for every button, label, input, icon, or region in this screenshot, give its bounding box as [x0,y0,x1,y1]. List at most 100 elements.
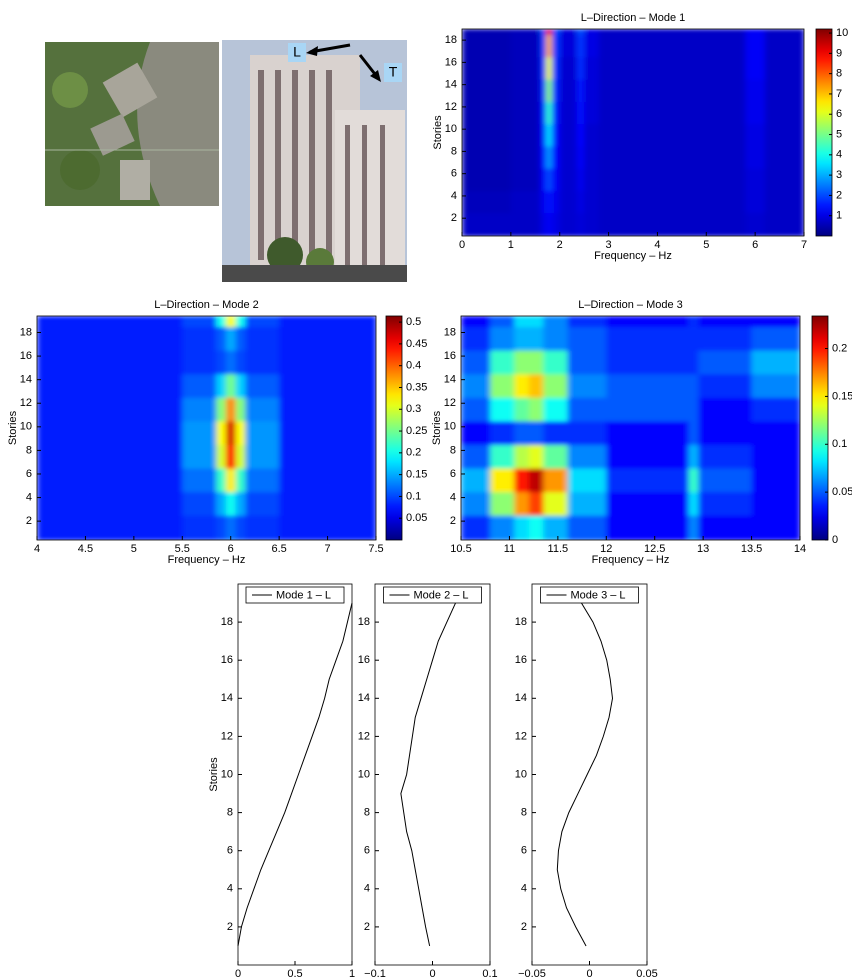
axes-box [531,583,648,966]
heat-cell [598,190,746,214]
y-tick-label: 6 [451,168,457,180]
colorbar-tick-label: 0.05 [832,486,852,498]
heat-cell [528,420,544,446]
heat-cell [559,56,578,80]
legend-label: Mode 3 – L [571,589,626,601]
x-tick-label: 13 [697,543,709,555]
y-tick-label: 12 [358,730,370,742]
heat-cell [490,350,515,375]
heat-cell [576,56,585,80]
chart-title: L–Direction – Mode 2 [154,299,259,311]
heat-cell [751,491,800,516]
x-tick-label: 2 [557,239,563,251]
x-tick-label: 0 [586,968,592,980]
axes-box [237,583,353,966]
x-tick-label: 13.5 [741,543,762,555]
heat-cell [567,326,607,351]
y-tick-label: 16 [444,350,456,362]
heat-cell [528,350,544,375]
x-axis-label: Frequency – Hz [168,554,246,566]
heat-cell [751,444,800,469]
heat-cell [225,350,237,375]
heat-cell [551,101,561,125]
heat-cell [245,444,280,469]
heat-cell [37,397,183,422]
heat-cell [490,373,515,398]
heat-cell [559,34,578,58]
heat-cell [490,444,515,469]
heat-cell [598,101,746,125]
heat-cell [745,79,766,102]
heat-cell [510,56,541,80]
heat-cell [461,468,491,493]
heat-cell [225,468,237,493]
y-tick-label: 6 [521,845,527,857]
heat-cell [462,145,512,169]
y-tick-label: 12 [444,397,456,409]
heat-cell [576,101,585,125]
heat-cell [606,444,690,469]
y-tick-label: 6 [26,468,32,480]
heat-cell [567,373,607,398]
heat-cell [546,79,553,102]
heat-cell [551,212,561,236]
x-tick-label: 0 [459,239,465,251]
heat-cell [546,190,553,214]
y-tick-label: 16 [20,350,32,362]
heat-cell [688,316,699,328]
y-tick-label: 12 [221,730,233,742]
heat-cell [182,420,217,446]
heat-cell [462,190,512,214]
y-axis-label: Stories [7,410,19,445]
series-line [556,602,614,947]
y-tick-label: 12 [20,397,32,409]
x-tick-label: 5 [703,239,709,251]
heat-cell [543,491,569,516]
heat-cell [688,397,699,422]
y-tick-label: 2 [451,212,457,224]
heat-cell [216,515,227,540]
heat-cell [598,212,746,236]
heat-cell [567,444,607,469]
heat-cell [546,29,553,36]
y-tick-label: 18 [515,616,527,628]
heat-cell [698,350,753,375]
y-tick-label: 14 [358,692,370,704]
y-tick-label: 4 [451,190,457,202]
heat-cell [559,145,578,169]
x-tick-label: 0 [235,968,241,980]
heat-cell [510,29,541,36]
heat-cell [235,468,246,493]
heat-cell [764,34,804,58]
axes-box [460,315,801,541]
heat-cell [751,468,800,493]
aerial-photo [45,42,219,206]
heat-cell [751,350,800,375]
legend-box [540,586,639,604]
heat-cell [606,515,690,540]
heat-cell [216,491,227,516]
x-axis-label: Phi [425,979,441,980]
x-tick-label: 0.5 [287,968,302,980]
heat-cell [461,350,491,375]
heat-cell [546,123,553,147]
x-tick-label: 6 [228,543,234,555]
heat-cell [235,444,246,469]
heat-cell [279,350,376,375]
heat-cell [235,326,246,351]
heat-cell [745,29,766,36]
y-tick-label: 6 [450,468,456,480]
heat-cell [540,79,547,102]
heat-cell [764,212,804,236]
heat-cell [751,326,800,351]
y-tick-label: 18 [358,616,370,628]
x-tick-label: 0.05 [636,968,657,980]
heat-cell [182,316,217,328]
heat-cell [225,326,237,351]
x-tick-label: 3 [606,239,612,251]
x-tick-label: 4 [34,543,40,555]
heat-cell [216,468,227,493]
heat-cell [546,212,553,236]
heat-cell [37,326,183,351]
heat-cell [225,373,237,398]
